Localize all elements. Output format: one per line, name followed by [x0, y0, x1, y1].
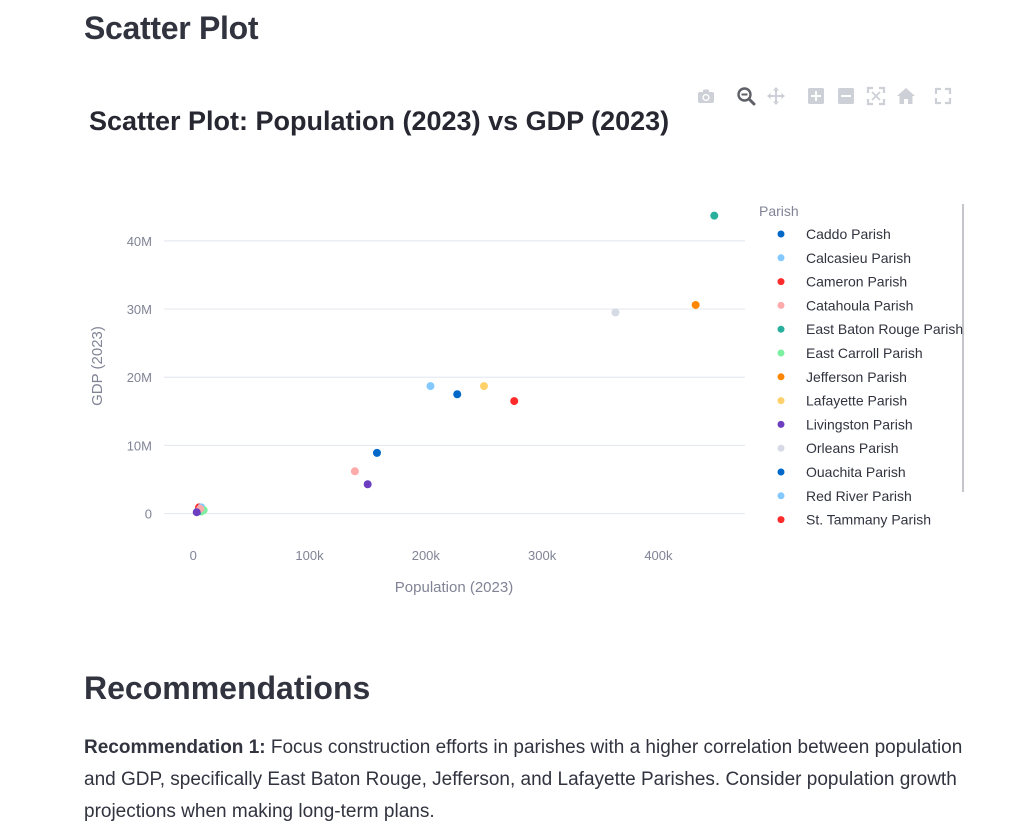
legend-marker [777, 254, 785, 262]
legend-item[interactable]: Calcasieu Parish [777, 250, 912, 266]
autoscale-icon[interactable] [864, 84, 888, 108]
fullscreen-icon[interactable] [931, 84, 955, 108]
data-point[interactable] [192, 508, 201, 517]
legend-label: Cameron Parish [806, 274, 907, 290]
legend-marker [777, 420, 785, 428]
x-tick-label: 200k [412, 548, 441, 563]
legend-label: Catahoula Parish [806, 297, 913, 313]
data-point[interactable] [691, 300, 700, 309]
scatter-chart: 0 100k 200k 300k 400k 0 10M 20M 30M 40M Populati… [89, 203, 964, 596]
x-tick-labels: 0 100k 200k 300k 400k [190, 548, 673, 563]
legend-label: Livingston Parish [806, 416, 913, 432]
legend-item[interactable]: East Baton Rouge Parish [777, 321, 964, 337]
data-point[interactable] [710, 211, 719, 220]
legend-marker [777, 516, 785, 524]
camera-icon[interactable] [694, 84, 718, 108]
legend-item[interactable]: East Carroll Parish [777, 345, 923, 361]
y-tick-label: 0 [145, 507, 152, 522]
legend-marker [777, 397, 785, 405]
recommendation-label: Recommendation 1: [84, 737, 266, 758]
legend-item[interactable]: Catahoula Parish [777, 297, 914, 313]
x-tick-label: 300k [528, 548, 557, 563]
home-icon[interactable] [894, 84, 918, 108]
y-axis-title: GDP (2023) [89, 326, 106, 406]
legend-marker [777, 492, 785, 500]
y-tick-label: 30M [127, 302, 152, 317]
data-point[interactable] [453, 390, 462, 399]
legend-item[interactable]: Cameron Parish [777, 274, 908, 290]
x-tick-label: 0 [190, 548, 197, 563]
legend-marker [777, 373, 785, 381]
legend-label: East Baton Rouge Parish [806, 321, 963, 337]
legend-item[interactable]: Caddo Parish [777, 226, 891, 242]
legend-item[interactable]: Red River Parish [777, 488, 912, 504]
data-points [192, 211, 719, 517]
zoom-in-icon[interactable] [804, 84, 828, 108]
y-tick-labels: 0 10M 20M 30M 40M [127, 234, 152, 522]
recommendation-text: Focus construction efforts in parishes w… [84, 737, 963, 822]
data-point[interactable] [611, 308, 620, 317]
data-point[interactable] [372, 448, 381, 457]
legend-marker [777, 468, 785, 476]
legend: Parish Caddo Parish Calcasieu Parish Camer… [759, 203, 963, 528]
legend-marker [777, 230, 785, 238]
x-tick-label: 100k [295, 548, 324, 563]
data-point[interactable] [479, 382, 488, 391]
legend-label: East Carroll Parish [806, 345, 923, 361]
zoom-icon[interactable] [734, 84, 758, 108]
legend-marker [777, 278, 785, 286]
legend-item[interactable]: Jefferson Parish [777, 369, 907, 385]
legend-label: Jefferson Parish [806, 369, 907, 385]
zoom-out-icon[interactable] [834, 84, 858, 108]
legend-marker [777, 325, 785, 333]
legend-label: Ouachita Parish [806, 464, 906, 480]
y-tick-label: 10M [127, 438, 152, 453]
x-axis-title: Population (2023) [395, 579, 513, 596]
legend-item[interactable]: Lafayette Parish [777, 393, 908, 409]
chart-title: Scatter Plot: Population (2023) vs GDP (… [89, 106, 670, 136]
legend-label: Calcasieu Parish [806, 250, 911, 266]
recommendations-heading: Recommendations [84, 670, 371, 706]
grid-lines [164, 240, 745, 515]
legend-item[interactable]: Livingston Parish [777, 416, 913, 432]
legend-label: Red River Parish [806, 488, 912, 504]
y-tick-label: 20M [127, 370, 152, 385]
data-point[interactable] [510, 397, 519, 406]
legend-marker [777, 349, 785, 357]
legend-label: Lafayette Parish [806, 393, 907, 409]
pan-icon[interactable] [764, 84, 788, 108]
legend-item[interactable]: Orleans Parish [777, 440, 899, 456]
legend-label: St. Tammany Parish [806, 512, 931, 528]
x-tick-label: 400k [644, 548, 673, 563]
legend-label: Orleans Parish [806, 440, 899, 456]
data-point[interactable] [426, 382, 435, 391]
data-point[interactable] [350, 467, 359, 476]
legend-marker [777, 301, 785, 309]
legend-marker [777, 444, 785, 452]
data-point[interactable] [363, 480, 372, 489]
legend-item[interactable]: St. Tammany Parish [777, 512, 932, 528]
legend-item[interactable]: Ouachita Parish [777, 464, 906, 480]
legend-title: Parish [759, 203, 799, 219]
page-title: Scatter Plot [84, 10, 259, 46]
y-tick-label: 40M [127, 234, 152, 249]
legend-label: Caddo Parish [806, 226, 891, 242]
recommendation-paragraph: Recommendation 1: Focus construction eff… [84, 732, 964, 828]
